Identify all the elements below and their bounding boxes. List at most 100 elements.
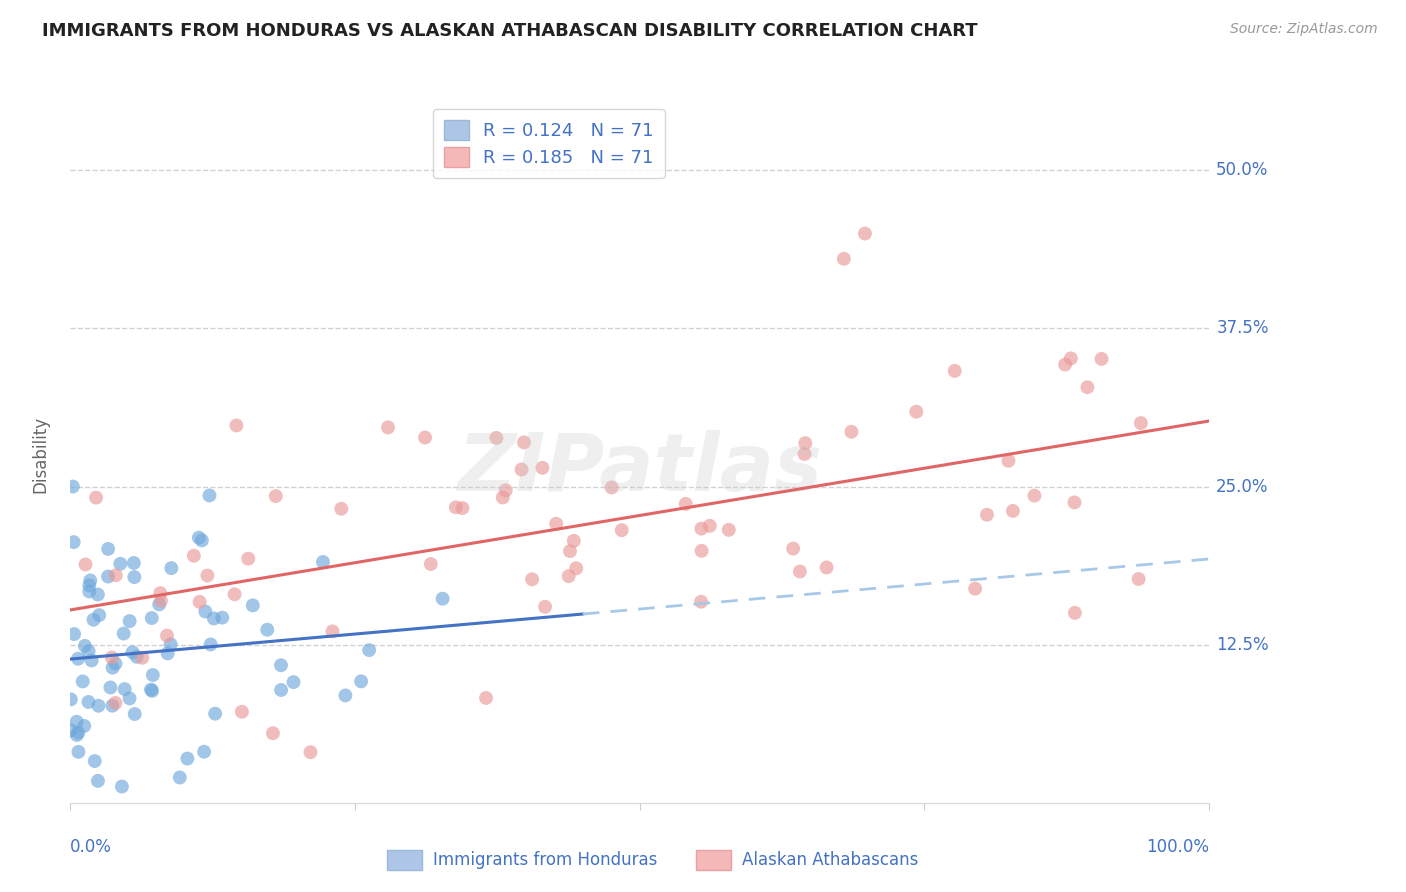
- Point: [832, 252, 855, 266]
- Point: [87, 698, 110, 713]
- Point: [562, 533, 585, 548]
- Point: [87, 587, 110, 601]
- Point: [118, 614, 141, 628]
- Point: [782, 541, 804, 556]
- Point: [194, 604, 217, 618]
- Point: [118, 691, 141, 706]
- Point: [510, 462, 533, 476]
- Point: [122, 556, 145, 570]
- Point: [202, 611, 225, 625]
- Point: [794, 436, 817, 450]
- Y-axis label: Disability: Disability: [31, 417, 49, 493]
- Point: [419, 557, 441, 571]
- Point: [1001, 504, 1024, 518]
- Point: [270, 658, 292, 673]
- Point: [67, 745, 90, 759]
- Point: [1090, 351, 1112, 366]
- Point: [66, 714, 89, 729]
- Point: [131, 650, 153, 665]
- Point: [156, 629, 179, 643]
- Point: [717, 523, 740, 537]
- Point: [451, 501, 474, 516]
- Point: [97, 569, 120, 583]
- Point: [124, 706, 146, 721]
- Point: [77, 584, 100, 599]
- Point: [600, 480, 623, 494]
- Point: [299, 745, 322, 759]
- Point: [114, 682, 136, 697]
- Point: [193, 745, 215, 759]
- Point: [283, 675, 305, 690]
- Point: [1063, 606, 1085, 620]
- Point: [110, 557, 132, 571]
- Point: [330, 501, 353, 516]
- Point: [59, 692, 82, 706]
- Point: [793, 447, 815, 461]
- Point: [73, 719, 96, 733]
- Point: [432, 591, 454, 606]
- Point: [104, 657, 127, 671]
- Point: [225, 418, 247, 433]
- Point: [72, 674, 94, 689]
- Point: [905, 405, 928, 419]
- Point: [242, 599, 264, 613]
- Point: [77, 695, 100, 709]
- Text: IMMIGRANTS FROM HONDURAS VS ALASKAN ATHABASCAN DISABILITY CORRELATION CHART: IMMIGRANTS FROM HONDURAS VS ALASKAN ATHA…: [42, 22, 977, 40]
- Text: 50.0%: 50.0%: [1216, 161, 1268, 179]
- Point: [841, 425, 863, 439]
- Point: [359, 643, 381, 657]
- Point: [1054, 358, 1077, 372]
- Point: [264, 489, 287, 503]
- Text: 25.0%: 25.0%: [1216, 477, 1268, 496]
- Point: [169, 771, 191, 785]
- Point: [121, 645, 143, 659]
- Point: [789, 565, 811, 579]
- Point: [270, 683, 292, 698]
- Point: [97, 541, 120, 556]
- Point: [73, 639, 96, 653]
- Point: [101, 661, 124, 675]
- Point: [83, 613, 105, 627]
- Point: [965, 582, 987, 596]
- Point: [1076, 380, 1098, 394]
- Point: [1063, 495, 1085, 509]
- Point: [187, 531, 209, 545]
- Point: [67, 652, 90, 666]
- Point: [558, 544, 581, 558]
- Point: [444, 500, 467, 515]
- Point: [100, 681, 122, 695]
- Point: [139, 682, 162, 697]
- Point: [513, 435, 536, 450]
- Point: [690, 522, 713, 536]
- Point: [62, 479, 84, 493]
- Text: Source: ZipAtlas.com: Source: ZipAtlas.com: [1230, 22, 1378, 37]
- Point: [534, 599, 557, 614]
- Point: [200, 637, 222, 651]
- Text: ZIPatlas: ZIPatlas: [457, 430, 823, 508]
- Point: [690, 595, 713, 609]
- Point: [675, 497, 697, 511]
- Point: [1128, 572, 1150, 586]
- Point: [204, 706, 226, 721]
- Point: [101, 698, 124, 713]
- Point: [485, 431, 508, 445]
- Point: [183, 549, 205, 563]
- Point: [262, 726, 284, 740]
- Point: [59, 723, 82, 738]
- Point: [142, 668, 165, 682]
- Point: [111, 780, 134, 794]
- Point: [101, 650, 124, 665]
- Point: [63, 627, 86, 641]
- Text: 0.0%: 0.0%: [70, 838, 112, 856]
- Point: [231, 705, 253, 719]
- Point: [159, 637, 181, 651]
- Point: [238, 551, 260, 566]
- Point: [531, 460, 554, 475]
- Point: [89, 608, 111, 623]
- Point: [557, 569, 579, 583]
- Point: [335, 689, 357, 703]
- Point: [83, 754, 105, 768]
- Legend: R = 0.124   N = 71, R = 0.185   N = 71: R = 0.124 N = 71, R = 0.185 N = 71: [433, 109, 665, 178]
- Point: [156, 647, 179, 661]
- Point: [75, 558, 97, 572]
